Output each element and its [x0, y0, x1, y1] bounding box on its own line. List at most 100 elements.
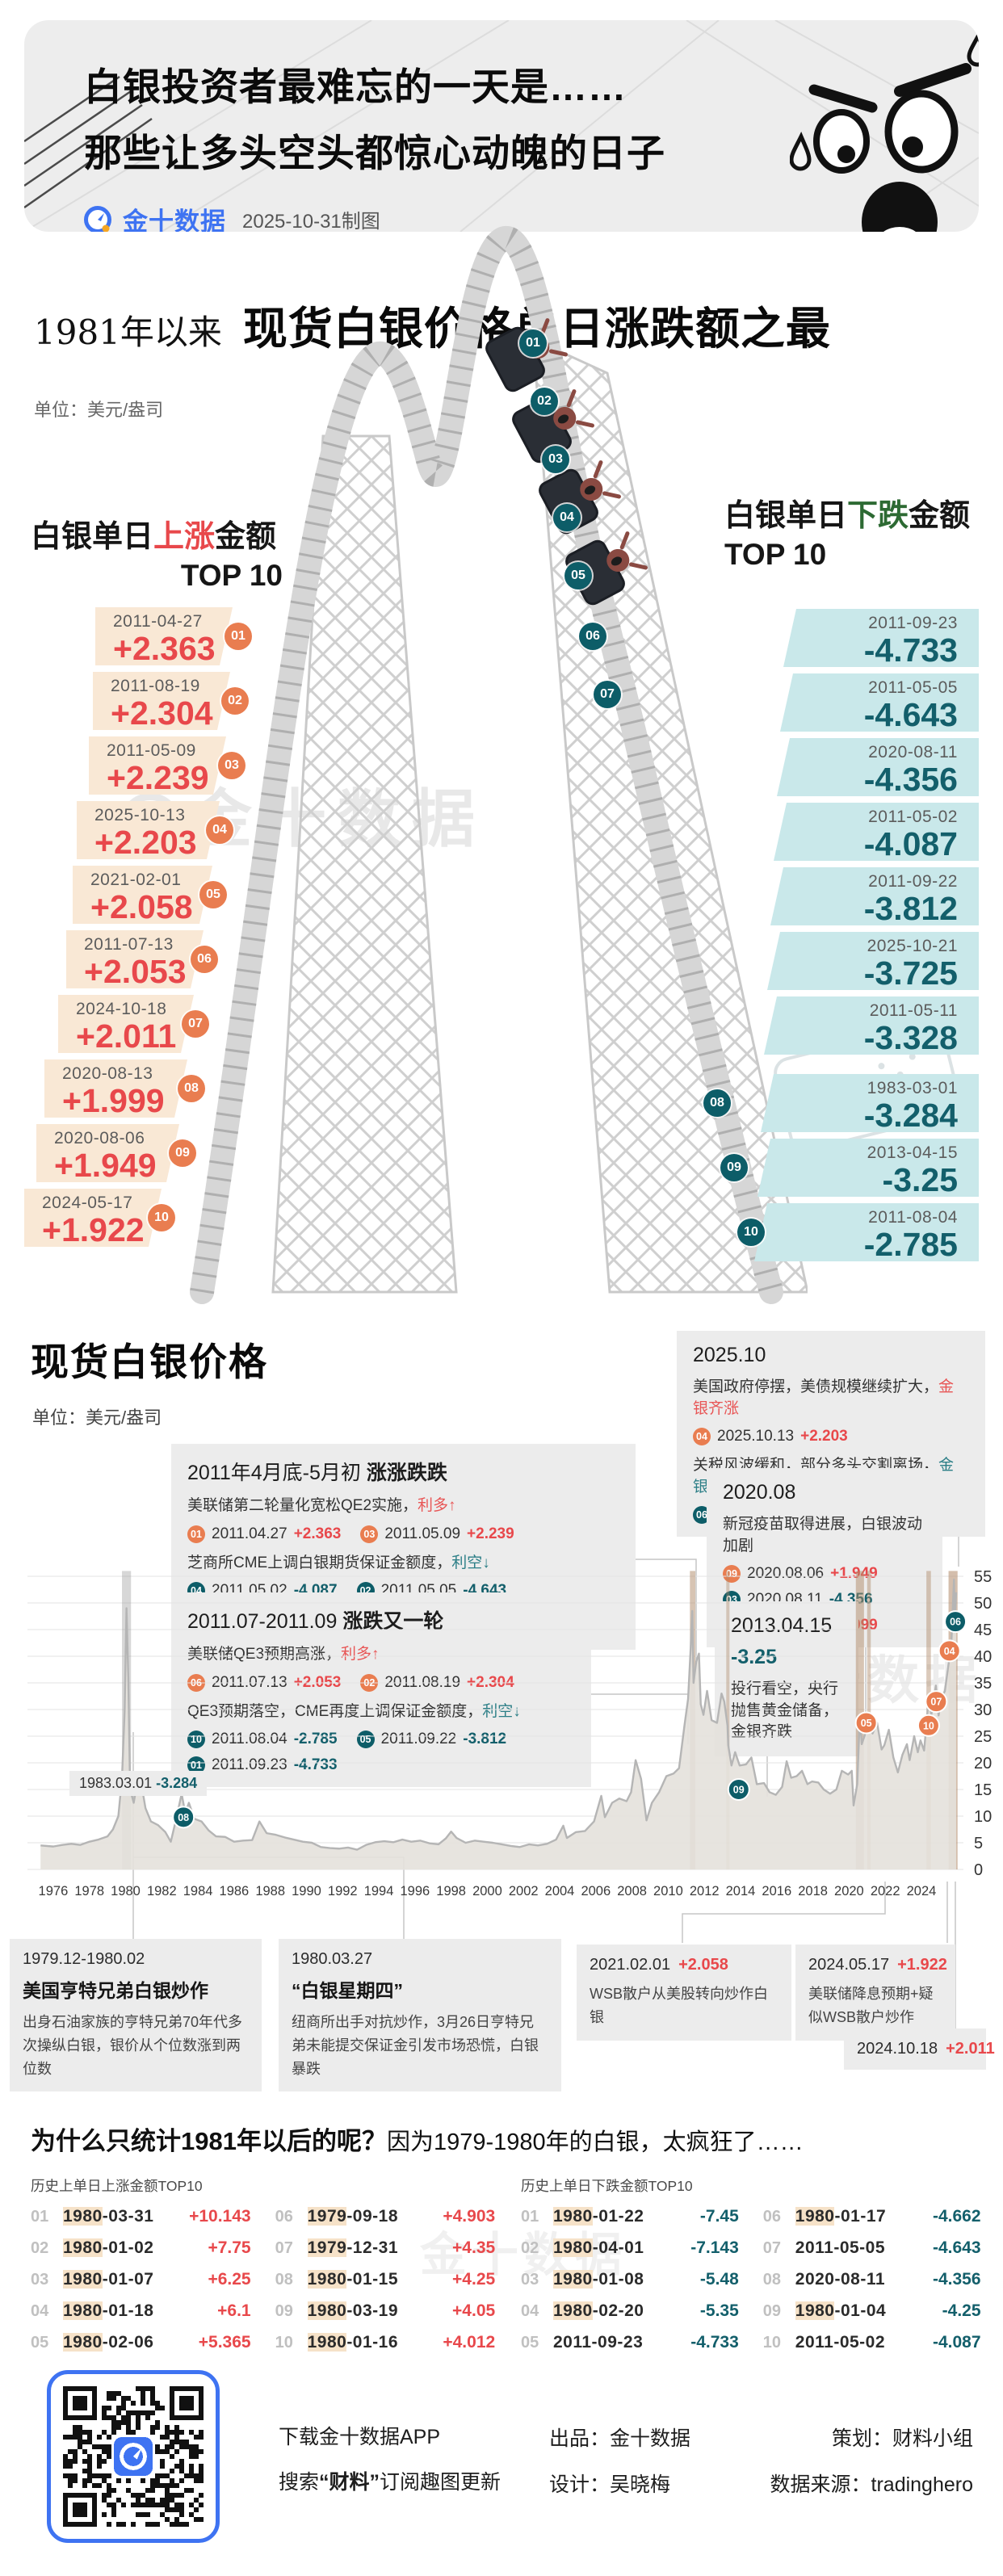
list-item-date: 2024-10-18: [76, 1000, 167, 1018]
event-box-title-normal: 2011年4月底-5月初: [187, 1462, 367, 1484]
table-value: +10.143: [189, 2207, 251, 2226]
x-axis-label: 1990: [292, 1884, 321, 1898]
table-column: 06 1979-09-18 +4.903 07 1979-12-31 +4.35 08 198…: [275, 2207, 496, 2364]
table-date-year-highlight: 1980: [63, 2301, 103, 2320]
y-axis-label: 35: [974, 1675, 992, 1693]
credit-label: 数据来源：: [770, 2473, 871, 2496]
chart-rank-badge: [854, 1711, 878, 1735]
table-row: 03 1980-01-08 -5.48: [521, 2270, 739, 2301]
chip-rank-badge: 01: [187, 1525, 205, 1543]
event-box-title: 2011.07-2011.09 涨跌又一轮: [187, 1605, 575, 1634]
history-date: 2021.02.01: [590, 1956, 671, 1974]
table-date: 2011-09-23: [553, 2333, 644, 2352]
event-box-text: 新冠疫苗取得进展，白银波动加剧: [723, 1514, 926, 1557]
chart-rank-badge-number: 10: [923, 1720, 934, 1731]
up-rank-badge: 01: [225, 623, 252, 650]
down-list-heading: 白银单日下跌金额 TOP 10: [724, 497, 979, 573]
history-box-body: 出身石油家族的亨特兄弟70年代多次操纵白银，银价从个位数涨到两位数: [23, 2014, 243, 2077]
down-list-item: 2011-09-22 -3.812: [770, 867, 979, 925]
x-axis-label: 1984: [183, 1884, 213, 1898]
table-row: 08 2020-08-11 -4.356: [763, 2270, 981, 2301]
y-axis-label: 0: [974, 1861, 983, 1879]
table-row: 08 1980-01-15 +4.25: [275, 2270, 495, 2301]
table-value: +4.05: [452, 2301, 496, 2320]
down-list-item: 2011-08-04 -2.785: [754, 1203, 979, 1261]
x-axis-label: 2014: [726, 1884, 756, 1898]
table-value: +6.25: [208, 2270, 251, 2289]
table-date: 1980-01-02: [63, 2238, 154, 2257]
list-item-value: -4.733: [863, 631, 958, 669]
credit-datasource: 数据来源：tradinghero: [770, 2469, 974, 2498]
chip-date: 2025.10.13: [717, 1428, 795, 1445]
roller-coaster-illustration: [190, 226, 808, 1304]
credit-value: tradinghero: [871, 2473, 973, 2496]
chip-value: +2.304: [467, 1673, 514, 1691]
table-row: 10 2011-05-02 -4.087: [763, 2333, 981, 2364]
table-row: 04 1980-01-18 +6.1: [31, 2301, 251, 2333]
up-rank-badge: 05: [199, 881, 227, 908]
chart-rank-badge: [727, 1778, 750, 1801]
table-date: 1980-03-19: [307, 2301, 399, 2320]
credit-value: 吴晓梅: [610, 2473, 671, 2496]
table-column: 06 1980-01-17 -4.662 07 2011-05-05 -4.643 08 20…: [763, 2207, 981, 2364]
table-date-year-highlight: 1979: [307, 2238, 347, 2257]
price-area: [40, 1579, 956, 1869]
history-box-date: 2024.10.18 +2.011: [857, 2040, 995, 2058]
chip-value: -3.812: [463, 1731, 507, 1748]
history-box-hA: 1979.12-1980.02 美国亨特兄弟白银炒作 出身石油家族的亨特兄弟70年代…: [10, 1939, 262, 2092]
table-row: 01 1980-01-22 -7.45: [521, 2207, 739, 2238]
history-box-body: WSB散户从美股转向炒作白银: [590, 1986, 768, 2025]
event-text: 芝商所CME上调白银期货保证金额度，: [187, 1554, 452, 1571]
y-axis-label: 30: [974, 1701, 992, 1719]
table-date: 1980-01-17: [795, 2207, 887, 2226]
list-item-value: +2.011: [76, 1017, 177, 1055]
down-list-item: 2011-05-02 -4.087: [774, 803, 979, 861]
x-axis-label: 1982: [147, 1884, 177, 1898]
event-chip: 10 2011.08.04 -2.785: [187, 1731, 338, 1749]
history-date: 1980.03.27: [292, 1950, 373, 1968]
table-date-year-highlight: 1980: [63, 2270, 103, 2289]
chip-value: -2.785: [293, 1731, 338, 1748]
event-box-title: 2013.04.15: [731, 1614, 842, 1638]
chip-date: 2011.04.27: [212, 1525, 287, 1542]
down-list-top10: TOP 10: [724, 537, 827, 571]
event-box-badge-row: 10 2011.08.04 -2.785 05 2011.09.22 -3.812: [187, 1731, 575, 1749]
list-item-value: +2.304: [111, 694, 213, 732]
event-box-title-normal: 2025.10: [693, 1344, 766, 1366]
up-list-heading: 白银单日上涨金额 TOP 10: [31, 518, 283, 594]
x-axis-label: 1986: [220, 1884, 250, 1898]
up-rank-badge: 09: [169, 1139, 196, 1167]
table-date-year-highlight: 1980: [307, 2301, 347, 2320]
up-rank-badge: 02: [221, 687, 249, 715]
y-axis-label: 20: [974, 1755, 992, 1773]
x-axis-label: 2016: [762, 1884, 791, 1898]
list-item-value: +2.053: [84, 953, 187, 990]
table-row: 05 2011-09-23 -4.733: [521, 2333, 739, 2364]
chart-rank-badge-number: 06: [950, 1617, 961, 1628]
list-item-date: 2021-02-01: [90, 871, 182, 889]
event-box-title-normal: 2020.08: [723, 1481, 796, 1504]
table-value: -5.35: [699, 2301, 739, 2320]
table-value: +7.75: [208, 2238, 251, 2257]
table-rank: 09: [275, 2302, 293, 2320]
table-date: 2011-05-05: [795, 2238, 886, 2257]
event-box-title-bold: 涨涨跌跌: [366, 1462, 447, 1484]
table-rank: 03: [521, 2271, 539, 2289]
chart-rank-badge-number: 08: [178, 1812, 189, 1823]
chip-date: 2011.08.19: [384, 1673, 461, 1691]
list-item-date: 1983-03-01: [867, 1079, 958, 1097]
table-rank: 07: [762, 2239, 782, 2257]
event-box-b2011b: 2011.07-2011.09 涨跌又一轮 美联储QE3预期高涨，利多↑ 06 201…: [171, 1592, 591, 1788]
table-date: 1980-01-15: [307, 2270, 399, 2289]
down-list-item: 2025-10-21 -3.725: [767, 932, 979, 990]
list-item-value: +2.363: [113, 630, 216, 667]
history-box-subtitle: “白银星期四”: [292, 1980, 403, 2001]
list-item-date: 2011-05-09: [107, 741, 196, 760]
up-list-item: 2011-07-13 +2.053: [66, 930, 204, 988]
brand-row: 金十数据 2025-10-31制图: [82, 201, 380, 232]
chart-rank-badge-number: 07: [930, 1697, 942, 1708]
table-date: 2020-08-11: [795, 2270, 886, 2289]
event-box-title: 2020.08: [723, 1481, 926, 1504]
x-axis-label: 2012: [690, 1884, 720, 1898]
